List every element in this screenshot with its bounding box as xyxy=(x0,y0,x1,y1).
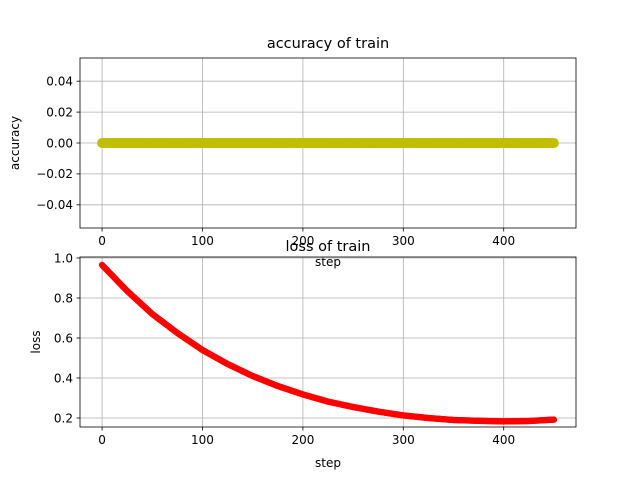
accuracy-y-axis-label: accuracy xyxy=(8,116,22,170)
accuracy-x-tick-label: 300 xyxy=(392,234,415,248)
loss-x-tick-label: 100 xyxy=(191,433,214,447)
loss-data-point xyxy=(550,416,558,423)
loss-y-ticks: 0.2 0.4 0.6 0.8 1.0 xyxy=(54,251,80,425)
accuracy-series xyxy=(97,138,559,148)
accuracy-y-tick-label: −0.04 xyxy=(36,198,73,212)
accuracy-x-tick-label: 0 xyxy=(98,234,106,248)
accuracy-y-tick-label: 0.00 xyxy=(46,136,73,150)
loss-x-ticks: 0 100 200 300 400 xyxy=(98,427,515,447)
accuracy-y-tick-label: 0.02 xyxy=(46,105,73,119)
loss-y-tick-label: 0.6 xyxy=(54,331,73,345)
accuracy-data-point xyxy=(548,138,559,148)
accuracy-y-ticks: −0.04 −0.02 0.00 0.02 0.04 xyxy=(36,74,80,212)
loss-x-tick-label: 400 xyxy=(492,433,515,447)
accuracy-y-tick-label: 0.04 xyxy=(46,74,73,88)
loss-subplot: 0 100 200 300 400 0.2 0.4 0.6 0.8 1.0 loss of tr… xyxy=(29,239,577,470)
loss-x-tick-label: 0 xyxy=(98,433,106,447)
loss-y-tick-label: 0.4 xyxy=(54,371,73,385)
loss-series xyxy=(98,261,558,425)
accuracy-x-tick-label: 400 xyxy=(492,234,515,248)
accuracy-x-tick-label: 200 xyxy=(291,234,314,248)
accuracy-subplot: accuracy of train 0 100 200 300 400 −0.04−0.… xyxy=(8,36,577,269)
accuracy-chart-title: accuracy of train xyxy=(267,36,389,52)
loss-y-axis-label: loss xyxy=(29,330,43,353)
accuracy-x-ticks: 0 100 200 300 400 xyxy=(98,228,515,248)
loss-chart-title: loss of train xyxy=(286,239,371,255)
accuracy-x-tick-label: 100 xyxy=(191,234,214,248)
loss-y-tick-label: 0.2 xyxy=(54,411,73,425)
loss-y-tick-label: 0.8 xyxy=(54,291,73,305)
accuracy-x-axis-label: step xyxy=(315,255,341,269)
loss-y-tick-label: 1.0 xyxy=(54,251,73,265)
loss-axes-frame xyxy=(79,256,577,428)
loss-x-tick-label: 300 xyxy=(392,433,415,447)
loss-x-axis-label: step xyxy=(315,456,341,470)
accuracy-y-tick-label: −0.02 xyxy=(36,167,73,181)
loss-x-tick-label: 200 xyxy=(291,433,314,447)
